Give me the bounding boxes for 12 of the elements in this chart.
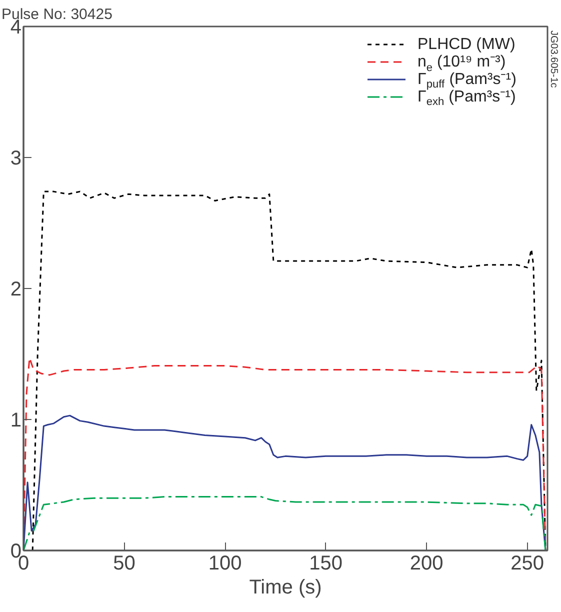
x-tick-label: 100 xyxy=(208,552,242,574)
y-tick-label: 1 xyxy=(10,410,22,432)
x-axis-title: Time (s) xyxy=(249,576,322,598)
legend-label: PLHCD (MW) xyxy=(418,36,516,53)
x-tick-label: 50 xyxy=(113,552,136,574)
line-series xyxy=(32,190,546,550)
x-tick-label: 150 xyxy=(309,552,342,574)
y-tick-label: 3 xyxy=(10,148,22,170)
y-tick-label: 2 xyxy=(10,278,22,300)
x-tick-label: 250 xyxy=(510,552,544,574)
text: JG03.605-1c xyxy=(548,30,559,88)
x-tick-label: 200 xyxy=(410,552,444,574)
